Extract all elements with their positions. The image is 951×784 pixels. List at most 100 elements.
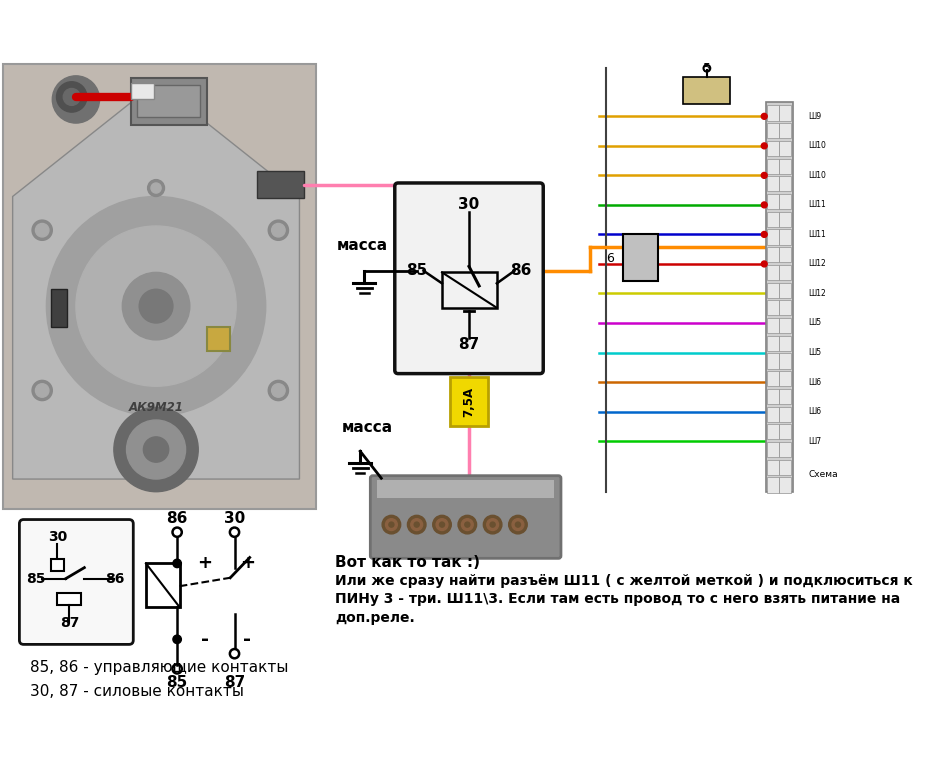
Text: 86: 86	[166, 511, 188, 526]
Circle shape	[64, 89, 80, 105]
FancyBboxPatch shape	[395, 183, 543, 374]
FancyBboxPatch shape	[19, 520, 133, 644]
Bar	[780, 336, 791, 350]
Bar	[780, 424, 791, 439]
Circle shape	[490, 522, 495, 527]
Circle shape	[56, 82, 87, 112]
Text: доп.реле.: доп.реле.	[335, 611, 415, 625]
Bar	[767, 194, 779, 209]
Circle shape	[32, 380, 52, 401]
Text: 86: 86	[105, 572, 125, 586]
Text: -: -	[201, 630, 209, 649]
Text: 6: 6	[606, 252, 614, 264]
Bar	[780, 105, 791, 121]
Text: масса: масса	[338, 238, 388, 253]
Bar	[377, 480, 554, 499]
Bar	[767, 158, 779, 174]
Circle shape	[433, 515, 452, 534]
Polygon shape	[12, 82, 300, 479]
Bar	[780, 194, 791, 209]
Text: ПИНу 3 - три. Ш11\3. Если там есть провод то с него взять питание на: ПИНу 3 - три. Ш11\3. Если там есть прово…	[335, 592, 901, 606]
Bar	[767, 371, 779, 387]
Circle shape	[32, 220, 52, 241]
Circle shape	[483, 515, 502, 534]
Bar	[767, 247, 779, 263]
Circle shape	[762, 172, 767, 178]
Circle shape	[762, 114, 767, 119]
Bar	[766, 102, 793, 492]
Bar	[683, 77, 729, 103]
Bar	[57, 593, 81, 604]
Bar	[767, 354, 779, 368]
Circle shape	[144, 437, 168, 463]
Bar	[780, 141, 791, 156]
Circle shape	[147, 180, 165, 197]
Bar	[780, 459, 791, 475]
Text: +: +	[240, 554, 255, 572]
Bar	[258, 171, 303, 198]
Text: Ш10: Ш10	[808, 141, 826, 151]
Text: 30: 30	[223, 511, 245, 526]
Text: Вот как то так :): Вот как то так :)	[335, 555, 480, 570]
Bar	[767, 318, 779, 333]
Text: Ш5: Ш5	[808, 318, 822, 328]
Bar	[767, 477, 779, 492]
Circle shape	[139, 289, 173, 323]
Circle shape	[123, 272, 190, 340]
Circle shape	[407, 515, 426, 534]
Circle shape	[173, 559, 182, 568]
Bar	[206, 327, 230, 350]
Circle shape	[415, 522, 419, 527]
Bar	[780, 371, 791, 387]
Bar	[130, 82, 154, 100]
Bar	[780, 389, 791, 404]
Circle shape	[762, 202, 767, 208]
Text: Ш12: Ш12	[808, 289, 825, 298]
Bar	[780, 282, 791, 298]
Text: 85: 85	[166, 675, 187, 690]
Bar	[767, 230, 779, 245]
Circle shape	[411, 519, 422, 531]
Bar	[780, 442, 791, 457]
Text: 87: 87	[223, 675, 245, 690]
Circle shape	[151, 183, 161, 193]
Circle shape	[114, 408, 198, 492]
Bar	[780, 354, 791, 368]
Bar	[780, 212, 791, 227]
Text: 30: 30	[48, 530, 67, 544]
Circle shape	[385, 519, 398, 531]
Bar	[3, 64, 317, 510]
Text: Ш6: Ш6	[808, 407, 822, 416]
Text: -: -	[243, 630, 251, 649]
Text: 87: 87	[60, 616, 80, 630]
Circle shape	[439, 522, 444, 527]
Bar	[442, 272, 496, 308]
Text: +: +	[198, 554, 212, 572]
Bar	[623, 234, 658, 281]
Circle shape	[458, 515, 476, 534]
Bar	[780, 247, 791, 263]
Text: Или же сразу найти разъём Ш11 ( с желтой меткой ) и подклюситься к: Или же сразу найти разъём Ш11 ( с желтой…	[335, 574, 913, 587]
Bar	[767, 265, 779, 280]
Bar	[767, 141, 779, 156]
Text: Ш12: Ш12	[808, 260, 825, 268]
Text: 85: 85	[406, 263, 427, 278]
Text: 30, 87 - силовые контакты: 30, 87 - силовые контакты	[29, 684, 243, 699]
Circle shape	[465, 522, 470, 527]
Bar	[780, 300, 791, 315]
Circle shape	[268, 220, 288, 241]
Text: 86: 86	[511, 263, 532, 278]
Bar	[767, 424, 779, 439]
Text: Ш11: Ш11	[808, 201, 825, 209]
Circle shape	[35, 383, 49, 397]
Text: Ш5: Ш5	[808, 348, 822, 357]
Bar	[767, 336, 779, 350]
Text: 85: 85	[26, 572, 46, 586]
Circle shape	[515, 522, 520, 527]
Bar	[780, 265, 791, 280]
Text: Ш7: Ш7	[808, 437, 822, 445]
Bar	[767, 105, 779, 121]
Circle shape	[382, 515, 400, 534]
Bar	[451, 377, 488, 426]
Bar	[780, 230, 791, 245]
